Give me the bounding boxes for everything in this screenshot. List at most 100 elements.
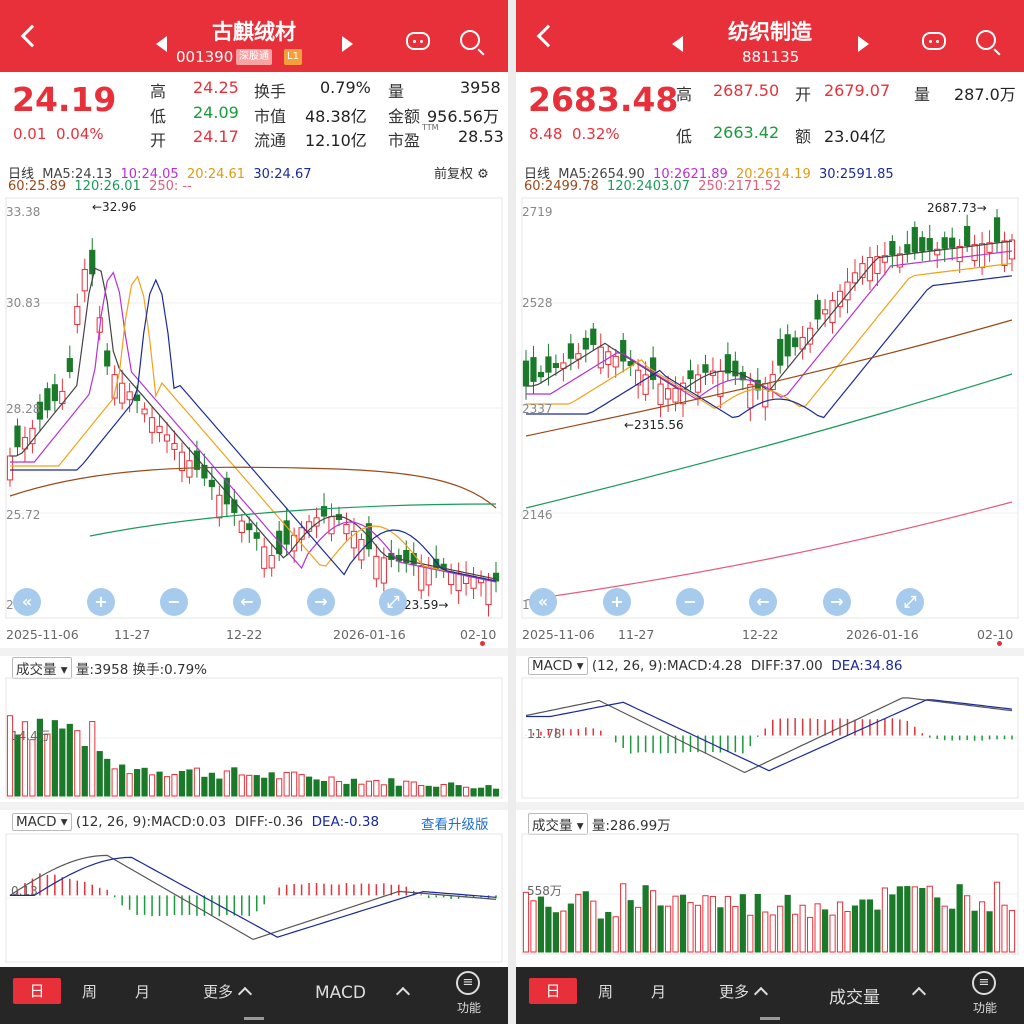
- tab-month[interactable]: 月: [651, 983, 667, 1001]
- next-stock-icon[interactable]: [858, 36, 869, 52]
- tab-week[interactable]: 周: [82, 983, 98, 1001]
- search-icon[interactable]: [976, 30, 996, 50]
- volume-bar: [418, 785, 425, 797]
- robot-icon[interactable]: [922, 32, 946, 50]
- low-annotation: ←2315.56: [624, 418, 684, 432]
- volume-bar: [74, 730, 81, 797]
- volume-bar: [231, 767, 238, 797]
- diff-line: [525, 697, 1013, 774]
- ma10-value: 10:2621.89: [653, 167, 728, 182]
- candle: [612, 355, 619, 368]
- prev-stock-icon[interactable]: [672, 36, 683, 52]
- level-tag: L1: [284, 49, 302, 65]
- candle: [664, 388, 672, 400]
- volume-bar: [59, 728, 66, 797]
- candle: [163, 434, 171, 442]
- candle: [305, 521, 313, 532]
- zoom-in-icon[interactable]: +: [87, 588, 115, 616]
- next-stock-icon[interactable]: [342, 36, 353, 52]
- arrow-right-icon[interactable]: →: [823, 588, 851, 616]
- adjust-toggle[interactable]: 前复权 ⚙: [434, 163, 489, 182]
- volume-bar: [732, 905, 739, 953]
- zoom-in-icon[interactable]: +: [603, 588, 631, 616]
- indicator-switch[interactable]: 成交量: [829, 988, 880, 1008]
- volume-bar: [590, 900, 597, 953]
- candle: [530, 357, 537, 382]
- candle: [74, 305, 81, 325]
- ma-legend-row1: 日线 MA5:24.13 10:24.05 20:24.61 30:24.67: [8, 163, 311, 182]
- macd-indicator-select[interactable]: MACD ▾: [528, 657, 588, 675]
- arrow-left-icon[interactable]: ←: [749, 588, 777, 616]
- function-label[interactable]: 功能: [973, 1001, 998, 1015]
- volume-bar: [14, 734, 21, 797]
- chevron-up-icon[interactable]: [753, 986, 769, 1002]
- arrow-left-icon[interactable]: ←: [233, 588, 261, 616]
- tab-week[interactable]: 周: [598, 983, 614, 1001]
- menu-icon[interactable]: ≡: [972, 971, 996, 995]
- tab-month[interactable]: 月: [135, 983, 151, 1001]
- volume-bar: [156, 771, 163, 797]
- menu-icon[interactable]: ≡: [456, 971, 480, 995]
- volume-bar: [246, 774, 253, 797]
- volume-info: 量:286.99万: [591, 818, 671, 834]
- candle: [14, 425, 21, 448]
- x-tick: 02-10: [460, 627, 497, 642]
- y-tick: 2719: [522, 205, 553, 219]
- gear-icon: ⚙: [477, 167, 489, 182]
- volume-bar: [605, 911, 612, 953]
- kline-chart[interactable]: [516, 196, 1024, 620]
- candle: [582, 337, 589, 350]
- high-value: 2687.50: [713, 81, 780, 100]
- candle: [171, 443, 178, 450]
- price-change: 8.48: [529, 125, 563, 143]
- zoom-out-icon[interactable]: −: [160, 588, 188, 616]
- volume-bar: [844, 910, 851, 953]
- candle: [492, 572, 500, 582]
- candle: [418, 565, 425, 591]
- search-icon[interactable]: [460, 30, 480, 50]
- volume-bar: [881, 887, 888, 953]
- volume-bar: [694, 904, 702, 953]
- arrow-right-icon[interactable]: →: [307, 588, 335, 616]
- function-label[interactable]: 功能: [457, 1001, 482, 1015]
- macd-params: (12, 26, 9):MACD:4.28: [591, 658, 743, 674]
- volume-bar: [821, 909, 829, 953]
- macd-indicator-label: MACD: [16, 814, 57, 830]
- scroll-left-end-icon[interactable]: «: [13, 588, 41, 616]
- candle: [672, 387, 679, 403]
- upgrade-link[interactable]: 查看升级版: [421, 817, 489, 833]
- y-tick: 30.83: [6, 296, 41, 310]
- candle: [620, 339, 627, 362]
- fullscreen-icon[interactable]: ⤢: [379, 588, 407, 616]
- chevron-up-icon[interactable]: [237, 986, 253, 1002]
- tab-day[interactable]: 日: [529, 978, 577, 1004]
- chevron-up-icon[interactable]: [395, 986, 411, 1002]
- ma60-line: [525, 319, 1013, 437]
- fullscreen-icon[interactable]: ⤢: [896, 588, 924, 616]
- candle: [567, 343, 574, 359]
- candle: [261, 546, 268, 569]
- candle: [119, 382, 126, 404]
- y-tick: 33.38: [6, 205, 41, 219]
- zoom-out-icon[interactable]: −: [676, 588, 704, 616]
- left-stock-panel: 古麒绒材 001390 深股通 L1 24.19 0.01 0.04% 高 24…: [0, 0, 508, 1024]
- pe-label: 市盈: [388, 131, 421, 150]
- candle: [141, 408, 148, 415]
- tab-more[interactable]: 更多: [719, 983, 750, 1001]
- chevron-up-icon[interactable]: [911, 986, 927, 1002]
- volume-bar: [1008, 909, 1016, 953]
- macd-indicator-select[interactable]: MACD ▾: [12, 813, 72, 831]
- prev-stock-icon[interactable]: [156, 36, 167, 52]
- candle: [949, 237, 956, 248]
- volume-bar: [313, 779, 320, 797]
- volume-bar: [96, 751, 103, 797]
- tab-more[interactable]: 更多: [203, 983, 234, 1001]
- high-label: 高: [150, 82, 167, 101]
- kline-chart[interactable]: [0, 196, 508, 620]
- tab-day[interactable]: 日: [13, 978, 61, 1004]
- robot-icon[interactable]: [406, 32, 430, 50]
- volume-bar: [111, 768, 118, 797]
- scroll-left-end-icon[interactable]: «: [529, 588, 557, 616]
- indicator-switch[interactable]: MACD: [315, 983, 366, 1003]
- connect-tag: 深股通: [236, 49, 272, 65]
